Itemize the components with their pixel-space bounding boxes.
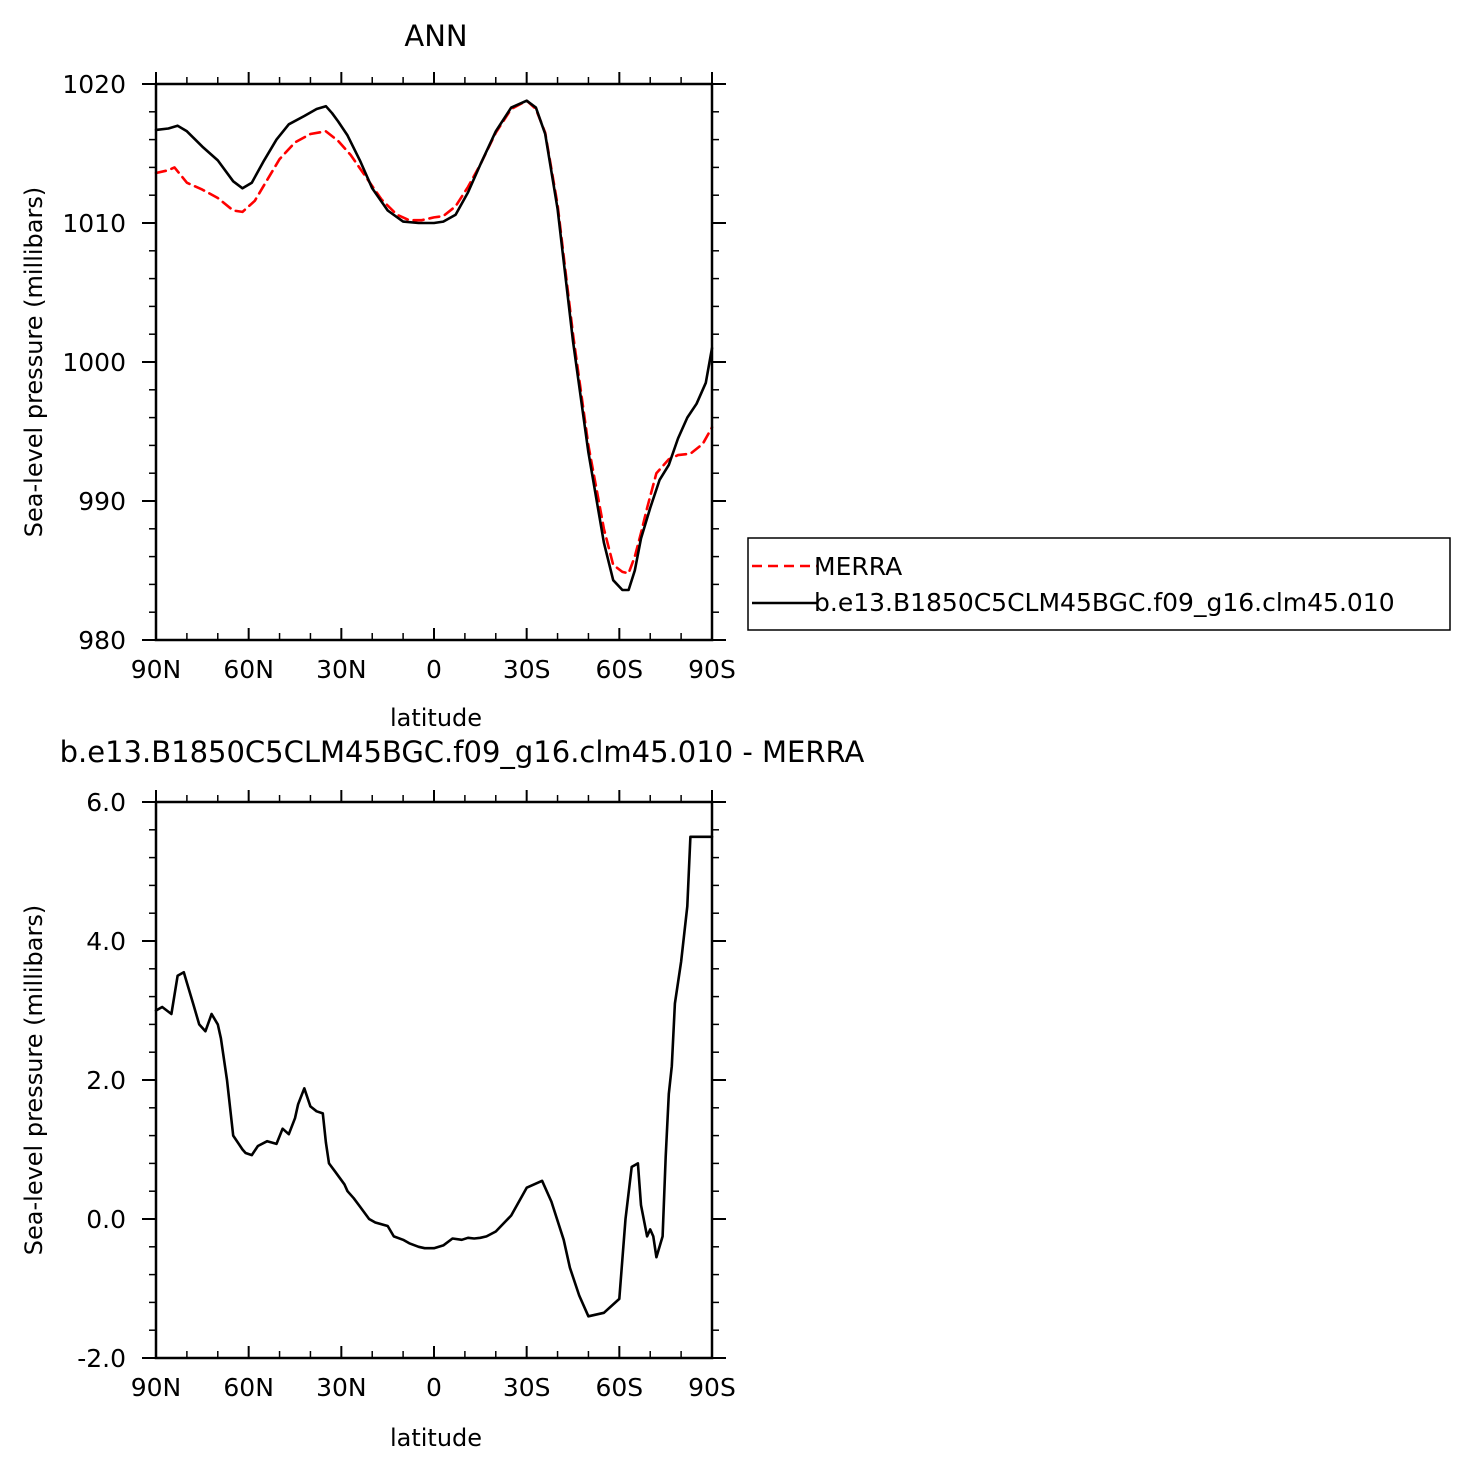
series-group: [154, 835, 714, 1318]
x-tick-label: 60N: [223, 1373, 274, 1402]
x-tick-label: 30N: [316, 1373, 367, 1402]
y-tick-label: 1020: [62, 70, 126, 99]
series-line-1: [154, 99, 714, 592]
x-tick-label: 30N: [316, 655, 367, 684]
x-tick-label: 0: [426, 1373, 442, 1402]
legend-box: [747, 537, 1451, 631]
y-tick-label: 0.0: [86, 1205, 126, 1234]
legend: MERRA b.e13.B1850C5CLM45BGC.f09_g16.clm4…: [747, 537, 1451, 631]
x-tick-label: 30S: [503, 1373, 551, 1402]
y-tick-label: 4.0: [86, 927, 126, 956]
y-tick-label: 6.0: [86, 788, 126, 817]
x-tick-label: 0: [426, 655, 442, 684]
x-tick-label: 90N: [131, 1373, 182, 1402]
x-axis-label: latitude: [390, 1424, 482, 1452]
legend-label-merra: MERRA: [814, 552, 902, 581]
y-tick-label: 1010: [62, 209, 126, 238]
x-axis-label: latitude: [390, 704, 482, 732]
x-tick-label: 60N: [223, 655, 274, 684]
y-tick-label: 1000: [62, 348, 126, 377]
y-tick-label: -2.0: [77, 1344, 126, 1373]
x-tick-label: 90N: [131, 655, 182, 684]
x-tick-label: 90S: [688, 655, 736, 684]
x-tick-label: 30S: [503, 655, 551, 684]
y-axis-label: Sea-level pressure (millibars): [20, 187, 48, 537]
y-tick-label: 980: [78, 626, 126, 655]
plot-frame: [154, 82, 714, 642]
y-tick-label: 990: [78, 487, 126, 516]
sea-level-pressure-panel: ANN 90N 60N 30N 0 30S 60S 90S 980 990 1000 1010 102…: [20, 19, 736, 732]
x-tick-label: 60S: [595, 1373, 643, 1402]
axes: 90N 60N 30N 0 30S 60S 90S -2.0 0.0 2.0 4.0 6.0: [77, 788, 736, 1402]
series-line-0: [154, 835, 714, 1318]
legend-label-model: b.e13.B1850C5CLM45BGC.f09_g16.clm45.010: [814, 588, 1395, 617]
plot-frame: [154, 800, 714, 1360]
chart-title: ANN: [404, 19, 467, 53]
axes: 90N 60N 30N 0 30S 60S 90S 980 990 1000 1010 1020: [62, 70, 735, 684]
y-axis-label: Sea-level pressure (millibars): [20, 905, 48, 1255]
x-tick-label: 60S: [595, 655, 643, 684]
x-tick-label: 90S: [688, 1373, 736, 1402]
y-tick-label: 2.0: [86, 1066, 126, 1095]
series-line-0: [154, 99, 714, 575]
chart-title: b.e13.B1850C5CLM45BGC.f09_g16.clm45.010 …: [60, 735, 865, 769]
difference-panel: b.e13.B1850C5CLM45BGC.f09_g16.clm45.010 …: [20, 735, 865, 1452]
series-group: [154, 99, 714, 592]
